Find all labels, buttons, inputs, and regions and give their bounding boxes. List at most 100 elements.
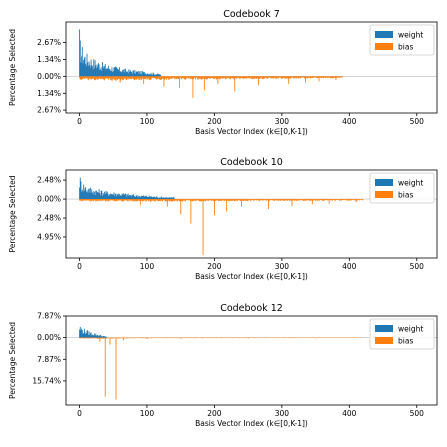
bias-bar [83,337,85,339]
bias-bar [230,199,232,201]
bias-bar [174,76,176,80]
weight-bar [97,192,99,200]
bias-bar [127,199,128,201]
bias-bar [92,76,94,79]
weight-bar [104,66,105,77]
weight-bar [120,195,122,200]
legend-swatch-bias [375,191,393,198]
bias-bar [135,76,137,80]
bias-bar [305,199,307,201]
bias-bar [81,199,83,201]
bias-bar [339,199,341,201]
bias-bar [141,337,143,339]
bias-bar [311,199,313,201]
weight-bar [133,70,134,77]
bias-bar [85,199,87,201]
weight-bar [98,64,100,77]
weight-bar [152,74,153,77]
bias-bar [152,199,153,201]
weight-bar [150,195,152,200]
bias-bar [296,199,298,201]
weight-bar [85,333,87,338]
bias-bar [212,199,213,201]
bias-bar [317,199,319,201]
bias-bar [259,76,261,80]
bias-bar [309,199,311,201]
bias-bar [147,199,149,202]
bias-bar [227,76,229,78]
weight-bar [80,181,82,200]
bias-bar [189,337,191,339]
bias-bar [90,337,92,339]
bias-bar [193,337,195,339]
bias-bar [166,76,168,78]
bias-bar [162,76,164,80]
weight-bar [129,70,131,77]
bias-bar [129,337,131,339]
bias-bar [95,76,97,80]
bias-bar [102,199,104,201]
bias-bar [290,76,292,79]
legend-swatch-weight [375,31,393,38]
weight-bar [142,196,144,200]
bias-bar [186,199,188,201]
weight-bar [79,177,81,200]
weight-bar [152,196,154,200]
bias-bar [130,199,132,201]
bias-bar [212,76,214,79]
bias-bar [283,199,285,201]
weight-bar [116,196,118,200]
weight-bar [110,194,112,200]
bias-bar [136,199,138,202]
weight-bar [135,196,137,200]
bias-bar [170,76,172,79]
bias-bar [262,76,264,79]
weight-bar [102,62,103,77]
weight-bar [134,195,136,200]
bias-bar [245,199,247,201]
bias-bar [333,76,335,78]
bias-bar [97,76,99,80]
weight-bar [138,73,140,77]
bias-bar [259,76,261,79]
bias-bar [221,76,223,79]
weight-bar [165,197,167,200]
bias-bar [323,76,325,78]
bias-bar [175,199,177,202]
bias-bar [274,76,276,78]
bias-bar [185,337,186,339]
weight-bar [125,194,127,200]
bias-bar [101,337,103,339]
bias-bar [177,76,179,79]
weight-bar [106,68,108,77]
weight-bar [166,197,168,200]
bias-bar [239,199,241,202]
bias-bar [288,199,290,201]
bias-bar [340,199,342,201]
weight-bar [85,63,87,77]
bias-bar [315,199,317,201]
bias-bar [106,76,108,79]
weight-bar [144,195,146,200]
bias-bar [339,76,341,78]
bias-bar [99,199,101,201]
axes-frame [65,21,438,114]
bias-bar [104,337,106,397]
bias-bar [79,76,81,79]
bias-bar [139,76,141,80]
weight-bar [83,59,85,77]
weight-bar [169,197,171,200]
bias-bar [326,76,327,78]
bias-bar [168,199,170,202]
bias-bar [113,76,115,79]
bias-bar [169,76,171,79]
y-tick-label: 2.67% [37,106,61,115]
bias-bar [246,76,248,79]
bias-bar [332,76,333,79]
bias-bar [137,76,139,79]
bias-bar [134,76,136,81]
weight-bar [87,330,89,338]
bias-bar [185,76,187,79]
bias-bar [172,337,174,339]
